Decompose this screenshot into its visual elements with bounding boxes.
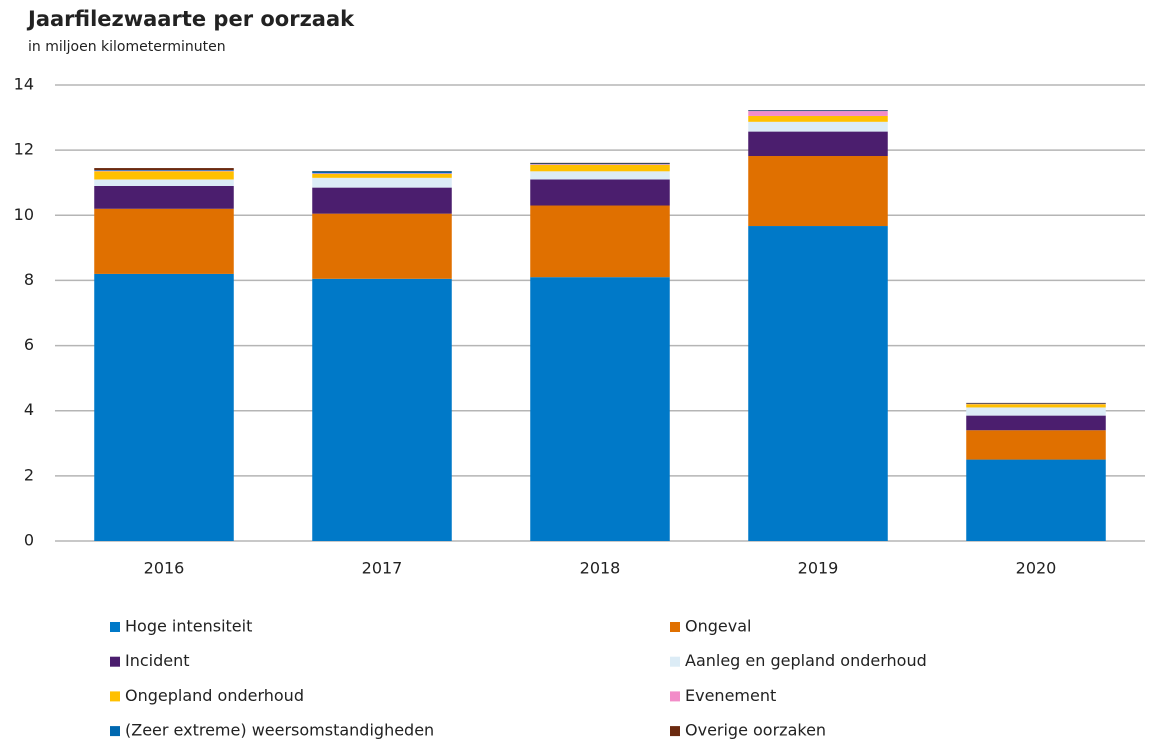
x-tick-label: 2017 <box>362 559 403 578</box>
bar-segment <box>312 213 452 279</box>
y-tick-label: 4 <box>24 400 34 419</box>
bar-segment <box>312 173 452 174</box>
bar-segment <box>966 415 1106 431</box>
bar-segment <box>530 277 670 541</box>
y-tick-label: 8 <box>24 270 34 289</box>
bar-segment <box>748 110 888 112</box>
legend-swatch <box>670 622 680 632</box>
y-tick-label: 14 <box>14 75 34 94</box>
legend-swatch <box>670 656 680 667</box>
bar-segment <box>966 459 1106 541</box>
bar-segment <box>530 162 670 164</box>
bar-segment <box>94 273 234 541</box>
legend-swatch <box>110 726 120 737</box>
y-tick-label: 10 <box>14 205 34 224</box>
bar-segment <box>312 173 452 178</box>
legend-swatch <box>670 726 680 737</box>
chart-title: Jaarfilezwaarte per oorzaak <box>26 7 355 31</box>
bar-segment <box>966 430 1106 460</box>
y-tick-label: 12 <box>14 140 34 159</box>
bar-segment <box>748 121 888 132</box>
bar-segment <box>748 131 888 157</box>
bar-segment <box>94 179 234 186</box>
bar-segment <box>748 156 888 227</box>
bar-segment <box>748 111 888 116</box>
legend-swatch <box>110 656 120 667</box>
bar-segment <box>94 168 234 171</box>
bar-segment <box>530 163 670 165</box>
legend-label: Evenement <box>685 686 776 705</box>
legend-label: Hoge intensiteit <box>125 617 252 636</box>
bar-segment <box>530 205 670 278</box>
legend-label: Aanleg en gepland onderhoud <box>685 651 927 670</box>
legend-label: Ongeval <box>685 617 751 636</box>
chart-subtitle: in miljoen kilometerminuten <box>28 39 226 55</box>
legend-label: (Zeer extreme) weersomstandigheden <box>125 721 434 740</box>
x-tick-label: 2018 <box>580 559 621 578</box>
legend-label: Ongepland onderhoud <box>125 686 304 705</box>
bar-segment <box>748 115 888 122</box>
legend-swatch <box>110 622 120 632</box>
bar-segment <box>94 170 234 171</box>
bar-segment <box>748 226 888 541</box>
bar-segment <box>312 278 452 541</box>
legend-swatch <box>110 691 120 702</box>
bar-segment <box>94 171 234 180</box>
bar-segment <box>530 164 670 165</box>
bar-segment <box>966 404 1106 408</box>
legend-swatch <box>670 691 680 702</box>
x-tick-label: 2019 <box>798 559 839 578</box>
legend-label: Incident <box>125 651 190 670</box>
bar-segment <box>94 170 234 172</box>
bar-segment <box>312 187 452 214</box>
y-tick-label: 6 <box>24 335 34 354</box>
y-tick-label: 0 <box>24 531 34 550</box>
legend-label: Overige oorzaken <box>685 721 826 740</box>
bar-segment <box>530 171 670 180</box>
x-tick-label: 2020 <box>1016 559 1057 578</box>
bar-segment <box>312 177 452 188</box>
y-tick-label: 2 <box>24 465 34 484</box>
bar-segment <box>966 407 1106 416</box>
bar-segment <box>966 402 1106 404</box>
x-tick-label: 2016 <box>144 559 185 578</box>
bar-segment <box>312 171 452 174</box>
bar-segment <box>94 208 234 274</box>
bar-segment <box>530 179 670 206</box>
bar-segment <box>94 185 234 209</box>
bar-segment <box>530 164 670 172</box>
